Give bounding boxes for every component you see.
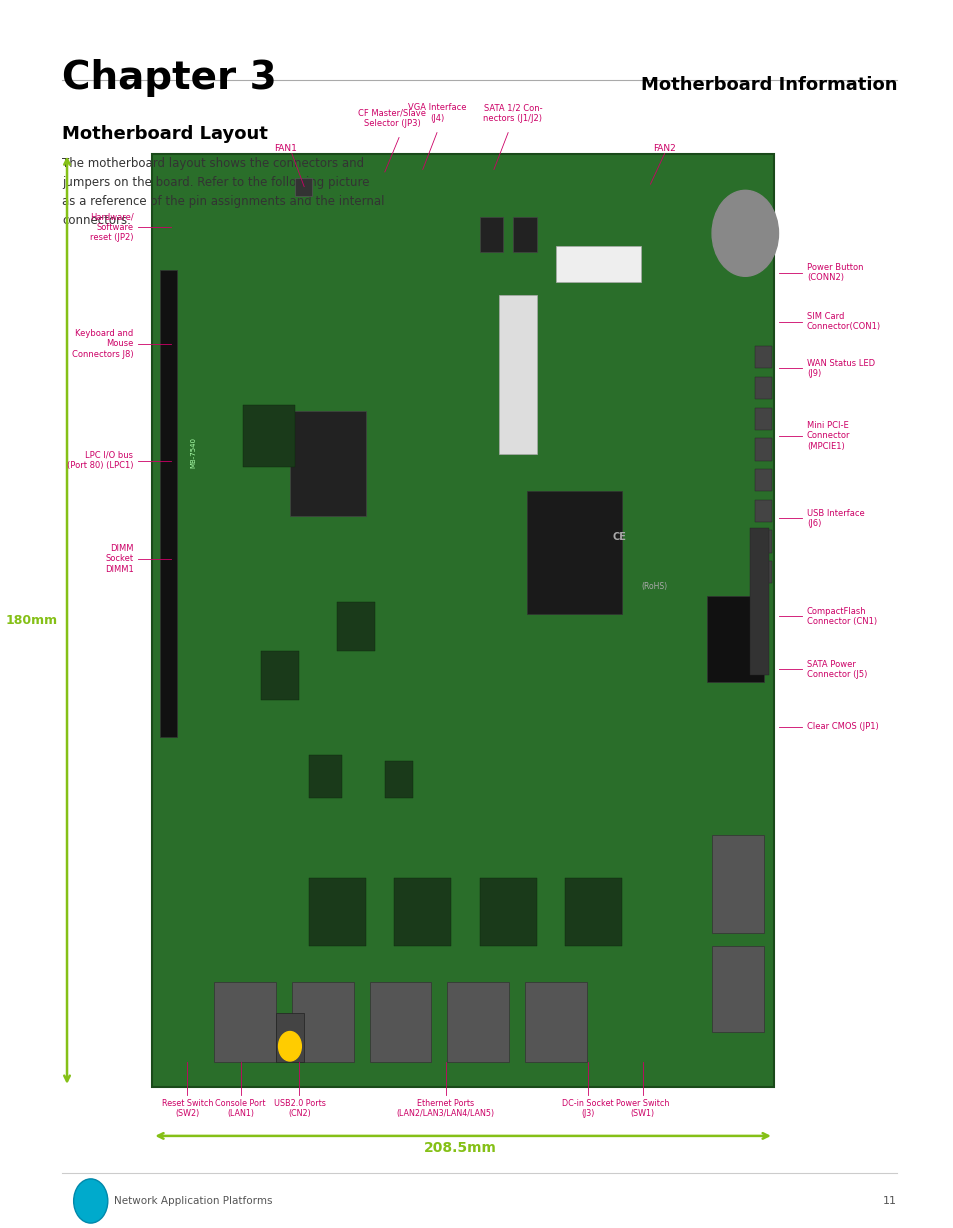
Text: Motherboard Layout: Motherboard Layout — [62, 125, 268, 144]
Text: Chapter 3: Chapter 3 — [62, 59, 276, 97]
Text: WAN Status LED
(J9): WAN Status LED (J9) — [806, 359, 874, 378]
Text: Console Port
(LAN1): Console Port (LAN1) — [215, 1099, 266, 1119]
Bar — [294, 178, 312, 196]
Text: Mini PCI-E
Connector
(MPCIE1): Mini PCI-E Connector (MPCIE1) — [806, 421, 849, 451]
Bar — [337, 602, 375, 651]
Bar — [754, 469, 771, 491]
Text: LPC I/O bus
(Port 80) (LPC1): LPC I/O bus (Port 80) (LPC1) — [67, 451, 133, 470]
Text: Motherboard Information: Motherboard Information — [639, 76, 896, 95]
Text: SIM Card
Connector(CON1): SIM Card Connector(CON1) — [806, 312, 881, 332]
Bar — [564, 878, 621, 946]
Bar — [754, 530, 771, 553]
Text: CompactFlash
Connector (CN1): CompactFlash Connector (CN1) — [806, 607, 876, 626]
Text: VGA Interface
(J4): VGA Interface (J4) — [407, 103, 466, 123]
Bar — [513, 217, 536, 252]
Bar — [309, 755, 342, 798]
Text: Ethernet Ports
(LAN2/LAN3/LAN4/LAN5): Ethernet Ports (LAN2/LAN3/LAN4/LAN5) — [396, 1099, 494, 1119]
Bar — [498, 295, 536, 454]
Bar — [479, 217, 503, 252]
Bar — [711, 946, 763, 1032]
Text: FAN2: FAN2 — [653, 144, 676, 154]
Text: DIMM
Socket
DIMM1: DIMM Socket DIMM1 — [105, 544, 133, 573]
Bar — [749, 528, 768, 675]
Text: The motherboard layout shows the connectors and
jumpers on the board. Refer to t: The motherboard layout shows the connect… — [62, 157, 384, 227]
Bar — [242, 405, 294, 467]
Text: SATA Power
Connector (J5): SATA Power Connector (J5) — [806, 659, 866, 679]
Text: CF Master/Slave
Selector (JP3): CF Master/Slave Selector (JP3) — [358, 108, 426, 128]
Text: MB-7540: MB-7540 — [191, 437, 196, 468]
Text: Keyboard and
Mouse
Connectors J8): Keyboard and Mouse Connectors J8) — [71, 329, 133, 359]
Circle shape — [73, 1179, 108, 1223]
Text: DC-in Socket
(J3): DC-in Socket (J3) — [561, 1099, 613, 1119]
Bar — [754, 408, 771, 430]
Bar — [213, 982, 275, 1062]
Bar — [754, 377, 771, 399]
Bar — [369, 982, 431, 1062]
Text: Reset Switch
(SW2): Reset Switch (SW2) — [162, 1099, 213, 1119]
Bar — [292, 982, 354, 1062]
Bar — [309, 878, 365, 946]
Text: Hardware/
Software
reset (JP2): Hardware/ Software reset (JP2) — [90, 212, 133, 242]
Bar — [394, 878, 451, 946]
Text: Power Switch
(SW1): Power Switch (SW1) — [616, 1099, 669, 1119]
Text: FAN1: FAN1 — [274, 144, 296, 154]
Circle shape — [278, 1032, 301, 1061]
Bar — [447, 982, 509, 1062]
Bar — [261, 651, 299, 700]
Bar — [384, 761, 413, 798]
Bar — [527, 491, 621, 614]
Text: 180mm: 180mm — [6, 614, 58, 626]
Bar — [290, 411, 365, 516]
Bar — [275, 1013, 304, 1062]
Text: CE: CE — [612, 532, 626, 543]
Bar — [711, 835, 763, 933]
Bar — [754, 561, 771, 583]
Text: Power Button
(CONN2): Power Button (CONN2) — [806, 263, 862, 282]
Text: USB Interface
(J6): USB Interface (J6) — [806, 508, 863, 528]
Circle shape — [711, 190, 778, 276]
Bar — [706, 596, 763, 682]
Text: 208.5mm: 208.5mm — [424, 1141, 497, 1156]
Bar — [555, 246, 640, 282]
Bar — [754, 500, 771, 522]
Text: USB2.0 Ports
(CN2): USB2.0 Ports (CN2) — [274, 1099, 325, 1119]
Text: 11: 11 — [882, 1196, 896, 1206]
Bar — [525, 982, 586, 1062]
Text: (RoHS): (RoHS) — [640, 582, 666, 592]
Text: Network Application Platforms: Network Application Platforms — [114, 1196, 273, 1206]
Text: Clear CMOS (JP1): Clear CMOS (JP1) — [806, 722, 878, 732]
Text: SATA 1/2 Con-
nectors (J1/J2): SATA 1/2 Con- nectors (J1/J2) — [483, 103, 542, 123]
Bar — [160, 270, 177, 737]
Bar — [754, 438, 771, 460]
Bar — [152, 154, 773, 1087]
Bar — [479, 878, 536, 946]
Bar — [754, 346, 771, 368]
